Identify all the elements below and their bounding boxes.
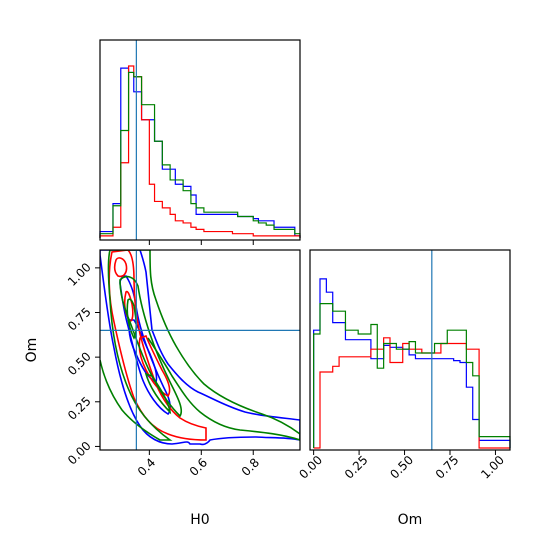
contour-green-inner-1 [119, 275, 183, 418]
hist-H0-series-blue [99, 67, 301, 238]
hist-Om-xtick-label: 0.75 [433, 453, 462, 482]
contour-xtick-label: 0.6 [187, 455, 210, 478]
contour-red-outer [108, 250, 207, 441]
contour-ytick-label: 1.00 [65, 260, 94, 289]
contour-red-inner-2 [123, 290, 134, 322]
contour-ytick-label: 0.75 [65, 305, 94, 334]
hist-Om-panel: 0.00 0.25 0.50 0.75 1.00 [296, 249, 511, 482]
hist-Om-series-blue [313, 278, 511, 448]
contour-ytick-label: 0.00 [65, 439, 94, 468]
hist-Om-xtick-label: 0.25 [342, 453, 371, 482]
hist-H0-series-green [99, 71, 301, 238]
hist-Om-xtick-label: 0.00 [296, 453, 325, 482]
contour-red-inner-1 [113, 257, 128, 278]
contour-green-outer [100, 250, 300, 441]
hist-H0-panel [99, 39, 301, 245]
x-axis-label-Om: Om [398, 512, 423, 528]
hist-Om-frame [309, 249, 511, 451]
contour-ytick-label: 0.25 [65, 394, 94, 423]
x-axis-label-H0: H0 [190, 512, 209, 528]
contour-frame [99, 249, 301, 451]
hist-Om-xtick-label: 0.50 [387, 453, 416, 482]
y-axis-label-Om: Om [24, 338, 40, 363]
contour-blue-outer [100, 250, 300, 446]
hist-Om-series-green [313, 303, 511, 448]
contour-xtick-label: 0.8 [239, 455, 262, 478]
contour-green-inner-3 [144, 372, 172, 415]
contour-red-inner-3 [138, 335, 171, 398]
contour-xtick-label: 0.4 [135, 455, 158, 478]
contour-ytick-label: 0.50 [65, 349, 94, 378]
hist-H0-series-red [99, 65, 301, 238]
hist-H0-frame [99, 39, 301, 241]
contour-panel: 0.4 0.6 0.8 0.00 0.25 0.50 0.75 1.00 [65, 249, 301, 479]
hist-Om-xtick-label: 1.00 [478, 453, 507, 482]
